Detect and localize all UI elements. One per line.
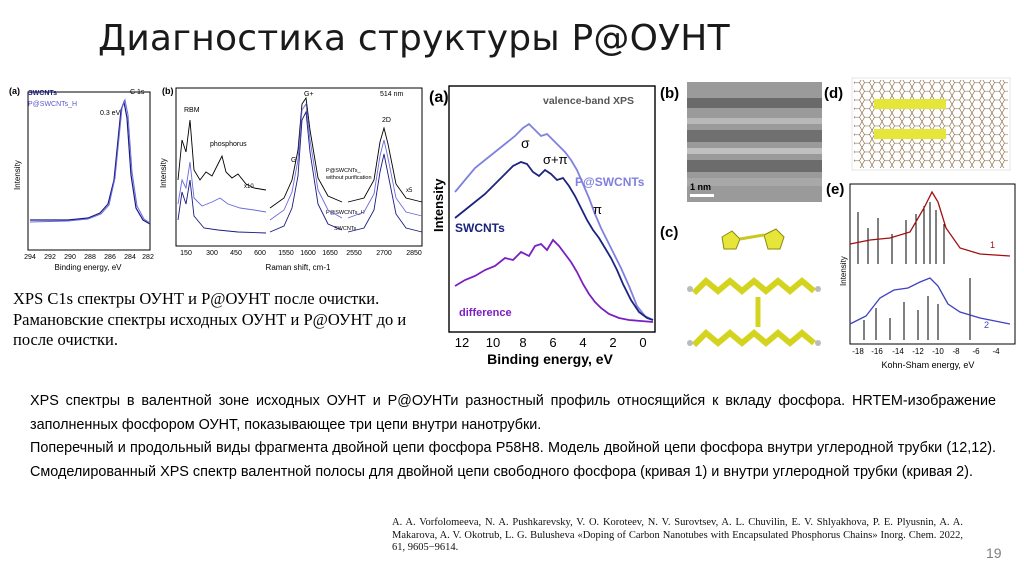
peak-g-plus: G+ <box>304 91 314 98</box>
tick: 0 <box>639 335 646 350</box>
tick: 282 <box>142 254 154 261</box>
panel-a-ylabel: Intensity <box>13 160 22 190</box>
tick: 290 <box>64 254 76 261</box>
tick: 1600 <box>300 250 316 257</box>
tick: -18 <box>852 347 864 356</box>
tick: 8 <box>519 335 526 350</box>
panel-b-raman: (b) 514 nm RBM phosphorus G G+ 2D x10 x5… <box>159 86 423 272</box>
body-text: XPS спектры в валентной зоне исходных ОУ… <box>30 390 996 484</box>
label-sigma: σ <box>521 135 530 151</box>
curve-1-id: 1 <box>990 240 995 250</box>
tick: -14 <box>892 347 904 356</box>
shift-annotation: 0.3 eV <box>100 110 121 117</box>
center-xlabel: Binding energy, eV <box>487 351 613 367</box>
legend-p-swcnts-h: P@SWCNTs_H <box>28 101 77 108</box>
left-figure: (a) SWCNTs P@SWCNTs_H C 1s 0.3 eV Intens… <box>9 86 423 272</box>
c1s-tag: C 1s <box>130 89 145 96</box>
tick: 1650 <box>322 250 338 257</box>
tick: 2 <box>609 335 616 350</box>
scale-x5: x5 <box>406 188 413 194</box>
label-without-purification: without purification <box>325 175 372 181</box>
panel-a-xps-c1s: (a) SWCNTs P@SWCNTs_H C 1s 0.3 eV Intens… <box>9 86 154 272</box>
scale-x10: x10 <box>244 184 254 190</box>
label-difference: difference <box>459 307 512 319</box>
tick: 300 <box>206 250 218 257</box>
tick: 10 <box>486 335 500 350</box>
tick: 2550 <box>346 250 362 257</box>
panel-b-hrtem: (b) 1 nm <box>660 82 822 202</box>
tick: 284 <box>124 254 136 261</box>
panel-b-xlabel: Raman shift, cm-1 <box>266 263 331 272</box>
reference-citation: A. A. Vorfolomeeva, N. A. Pushkarevsky, … <box>392 517 963 553</box>
tick: 286 <box>104 254 116 261</box>
panel-e-kohn-sham: (e) 1 2 Intensity -18 -16 -14 -12 -10 -8… <box>826 181 1016 370</box>
tick: -16 <box>871 347 883 356</box>
label-p-swcnts-raw: P@SWCNTs_ <box>326 168 362 174</box>
tick: 4 <box>579 335 586 350</box>
tick: -8 <box>952 347 960 356</box>
tick: 2700 <box>376 250 392 257</box>
peak-g: G <box>291 157 296 164</box>
curve-2-id: 2 <box>984 320 989 330</box>
tick: -4 <box>992 347 1000 356</box>
tick: -6 <box>972 347 980 356</box>
label-sigma-pi: σ+π <box>543 152 568 167</box>
label-swcnts: SWCNTs <box>455 221 505 235</box>
page-number: 19 <box>986 545 1002 561</box>
panel-c-phosphorus-chain: (c) <box>660 224 821 348</box>
chain-label: (c) <box>660 224 678 241</box>
legend-swcnts: SWCNTs <box>28 90 57 97</box>
center-title: valence-band XPS <box>543 95 634 107</box>
label-p-swcnts: P@SWCNTs <box>575 175 645 189</box>
body-paragraph-1: XPS спектры в валентной зоне исходных ОУ… <box>30 393 996 433</box>
hrtem-label: (b) <box>660 85 679 102</box>
nanotube-label: (d) <box>824 85 843 102</box>
peak-phosphorus: phosphorus <box>210 141 247 148</box>
label-p-swcnts-h: P@SWCNTs_H <box>326 210 365 216</box>
panel-b-ylabel: Intensity <box>159 158 168 188</box>
tick: 288 <box>84 254 96 261</box>
peak-rbm: RBM <box>184 107 200 114</box>
tick: 150 <box>180 250 192 257</box>
hrtem-scale-bar: 1 nm <box>690 182 711 192</box>
tick: 6 <box>549 335 556 350</box>
center-ylabel: Intensity <box>431 178 446 232</box>
body-paragraph-2: Поперечный и продольный виды фрагмента д… <box>30 440 996 480</box>
page-title: Диагностика структуры P@ОУНТ <box>98 18 730 59</box>
center-figure-valence-xps: (a) valence-band XPS σ σ+π π P@SWCNTs SW… <box>429 85 656 367</box>
label-pi: π <box>593 202 602 217</box>
tick: 2850 <box>406 250 422 257</box>
tick: -10 <box>932 347 944 356</box>
kohn-sham-label: (e) <box>826 181 844 198</box>
peak-2d: 2D <box>382 117 391 124</box>
kohn-sham-xlabel: Kohn-Sham energy, eV <box>882 360 975 370</box>
label-swcnts: SWCNTs <box>334 226 357 232</box>
tick: 12 <box>455 335 469 350</box>
tick: 1550 <box>278 250 294 257</box>
panel-d-nanotube-model: (d) <box>824 77 1011 171</box>
panel-a-label: (a) <box>9 86 20 96</box>
tick: 600 <box>254 250 266 257</box>
left-figure-caption: XPS C1s спектры ОУНТ и P@ОУНТ после очис… <box>13 289 407 349</box>
tick: -12 <box>912 347 924 356</box>
panel-a-xlabel: Binding energy, eV <box>54 263 122 272</box>
kohn-sham-ylabel: Intensity <box>839 256 848 286</box>
tick: 450 <box>230 250 242 257</box>
tick: 294 <box>24 254 36 261</box>
laser-tag: 514 nm <box>380 91 404 98</box>
tick: 292 <box>44 254 56 261</box>
panel-b-label: (b) <box>162 86 174 96</box>
center-panel-label: (a) <box>429 89 449 106</box>
